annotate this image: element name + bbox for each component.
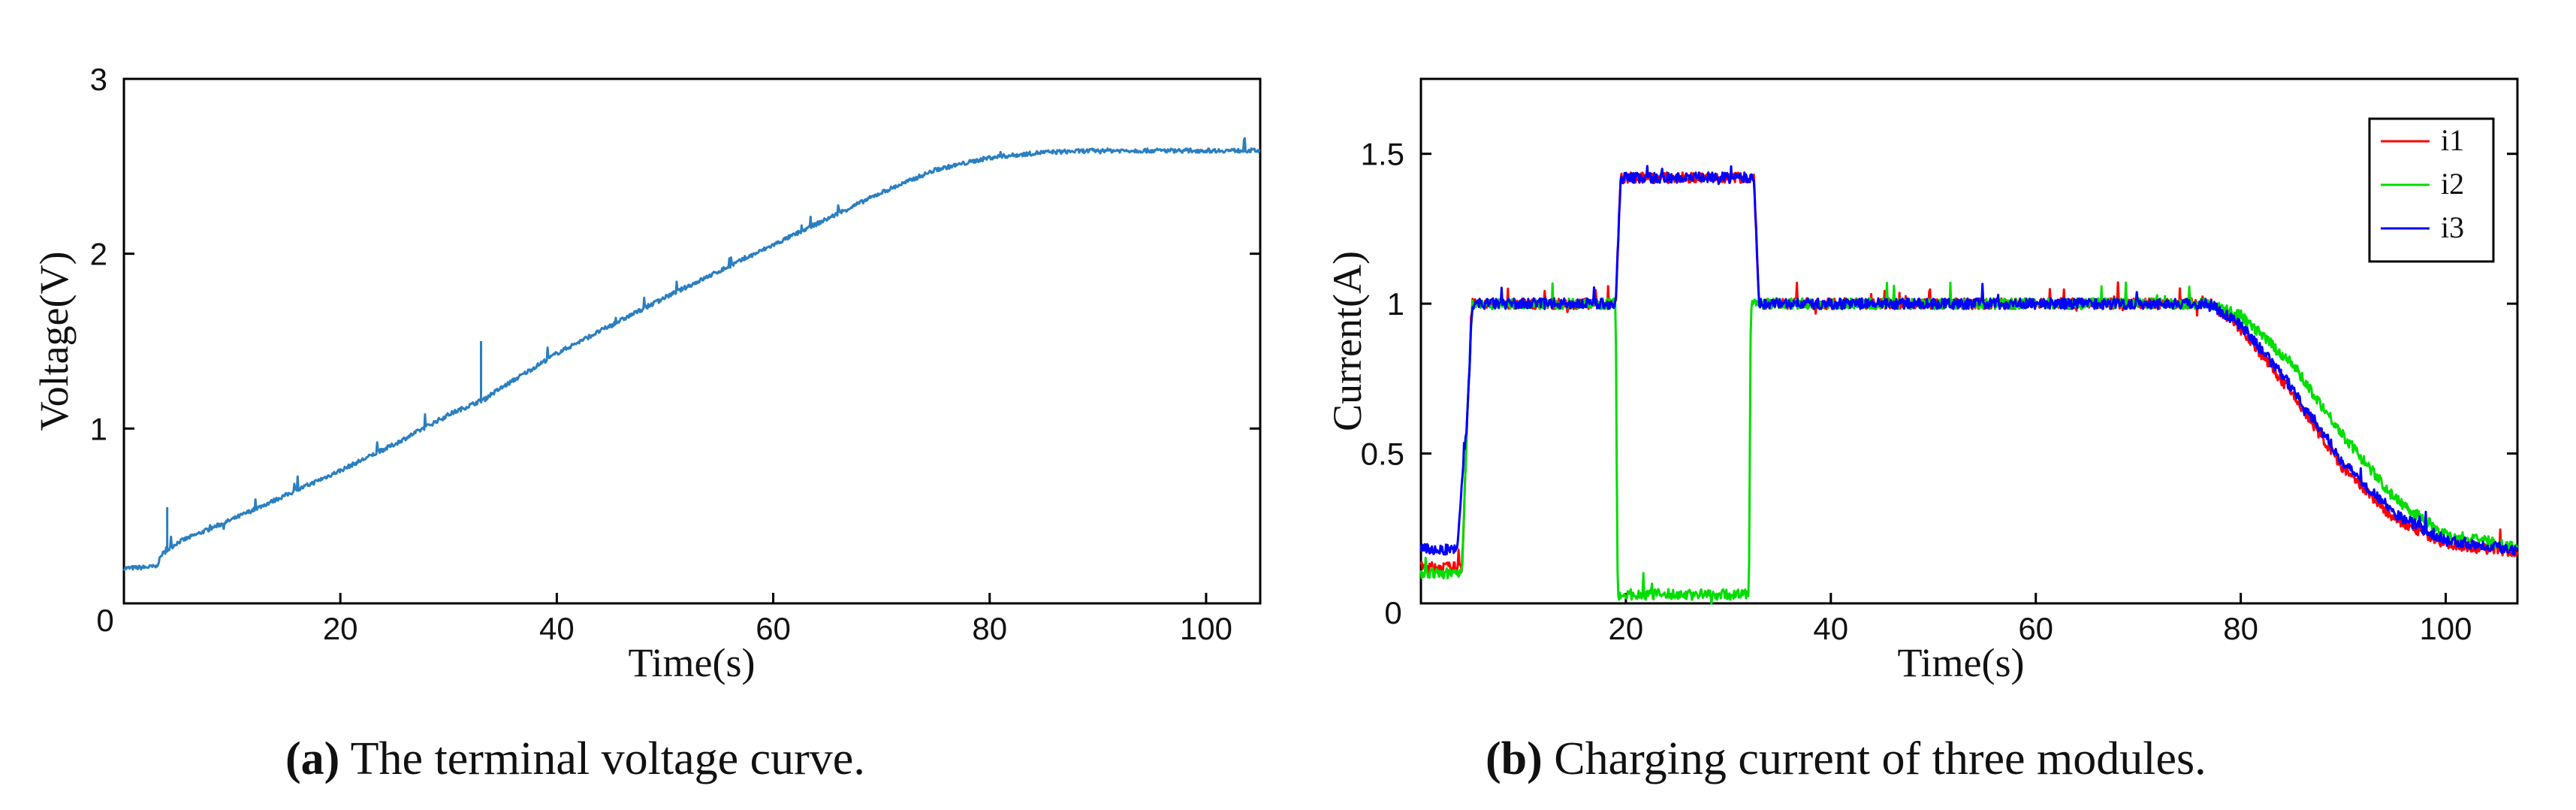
x-tick-label: 80: [2223, 611, 2258, 646]
x-tick-label: 20: [1609, 611, 1644, 646]
caption-b: (b) Charging current of three modules.: [1486, 733, 2206, 786]
y-tick-label: 2: [90, 237, 107, 272]
series-line-i2: [1419, 281, 2519, 605]
axis-ticks-a: 20 40 60 80 100 1 2 3: [90, 62, 1260, 646]
y-tick-label: 0.5: [1361, 437, 1404, 472]
caption-a-letter: (a): [285, 733, 340, 784]
x-tick-label: 60: [756, 611, 791, 646]
x-tick-label: 100: [2419, 611, 2472, 646]
plot-frame-b: [1419, 77, 2519, 605]
legend-box: [2368, 117, 2495, 263]
plot-frame-a: [122, 77, 1262, 605]
caption-a: (a) The terminal voltage curve.: [285, 733, 865, 786]
x-axis-label-a: Time(s): [628, 640, 755, 685]
current-series: [1419, 165, 2519, 605]
legend: i1 i2 i3: [2368, 117, 2495, 263]
voltage-series: [122, 137, 1261, 572]
x-tick-label: 40: [539, 611, 575, 646]
legend-label-i1: i1: [2441, 123, 2464, 157]
origin-label-a: 0: [96, 603, 113, 638]
x-tick-label: 100: [1180, 611, 1232, 646]
series-line-i1: [1419, 171, 2519, 574]
y-tick-label: 1.5: [1361, 137, 1404, 172]
voltage-chart: 20 40 60 80 100 1 2 3 0 Time(s) Voltage(V): [32, 62, 1262, 685]
y-axis-label-a: Voltage(V): [32, 252, 77, 431]
x-tick-label: 40: [1813, 611, 1848, 646]
x-tick-label: 60: [2018, 611, 2053, 646]
x-axis-label-b: Time(s): [1897, 640, 2024, 685]
legend-label-i3: i3: [2441, 210, 2464, 244]
legend-label-i2: i2: [2441, 167, 2464, 201]
y-tick-label: 1: [90, 411, 107, 446]
y-axis-label-b: Current(A): [1325, 251, 1370, 431]
series-line-voltage: [122, 137, 1261, 572]
caption-a-text: The terminal voltage curve.: [339, 733, 865, 784]
x-tick-label: 20: [323, 611, 358, 646]
y-tick-label: 3: [90, 62, 107, 97]
axis-ticks-b: 20 40 60 80 100 0.5 1 1.5: [1361, 137, 2517, 646]
x-tick-label: 80: [972, 611, 1007, 646]
origin-label-b: 0: [1384, 595, 1401, 630]
caption-b-text: Charging current of three modules.: [1542, 733, 2206, 784]
series-line-i3: [1419, 165, 2519, 556]
caption-b-letter: (b): [1486, 733, 1543, 784]
y-tick-label: 1: [1387, 286, 1404, 322]
